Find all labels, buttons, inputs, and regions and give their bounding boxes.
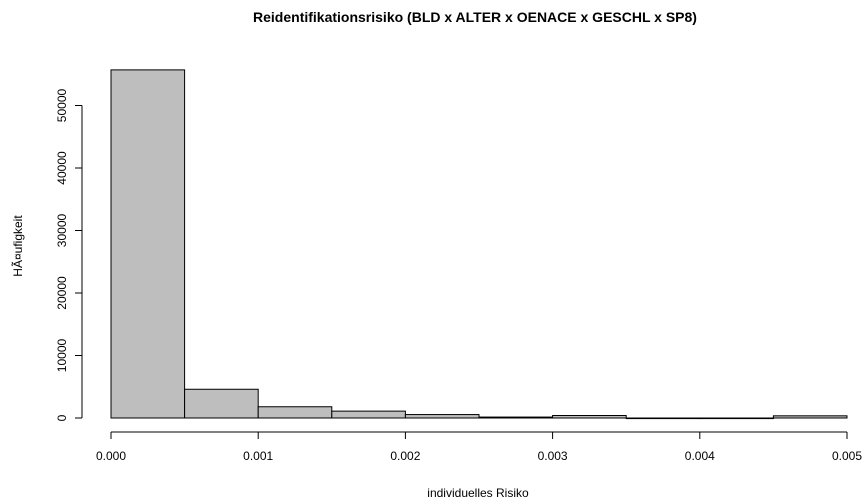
x-tick-label: 0.005 — [832, 449, 862, 463]
x-tick-label: 0.004 — [685, 449, 715, 463]
histogram-bar — [184, 388, 259, 419]
histogram-bar — [699, 417, 774, 420]
histogram-bars — [110, 69, 848, 420]
histogram-bar — [110, 69, 186, 419]
histogram-bar — [331, 410, 406, 419]
y-tick-label: 0 — [55, 414, 69, 421]
histogram-bar — [625, 417, 701, 420]
y-axis: 0 10000 20000 30000 40000 50000 — [55, 88, 83, 421]
y-tick-label: 30000 — [55, 213, 69, 247]
y-axis-title: HÃ¤ufigkeit — [11, 215, 25, 277]
y-tick-label: 20000 — [55, 276, 69, 310]
x-tick-label: 0.003 — [538, 449, 568, 463]
y-tick-label: 50000 — [55, 88, 69, 122]
x-axis: 0.000 0.001 0.002 0.003 0.004 0.005 — [96, 431, 862, 463]
histogram-bar — [552, 415, 627, 419]
y-tick-label: 10000 — [55, 338, 69, 372]
histogram-bar — [404, 414, 480, 419]
chart-title: Reidentifikationsrisiko (BLD x ALTER x O… — [253, 9, 697, 25]
histogram-bar — [257, 406, 333, 419]
x-tick-label: 0.002 — [390, 449, 420, 463]
histogram-bar — [772, 415, 848, 419]
x-tick-label: 0.001 — [243, 449, 273, 463]
x-axis-title: individuelles Risiko — [427, 486, 529, 500]
histogram-bar — [478, 416, 554, 419]
x-tick-label: 0.000 — [96, 449, 126, 463]
y-tick-label: 40000 — [55, 151, 69, 185]
